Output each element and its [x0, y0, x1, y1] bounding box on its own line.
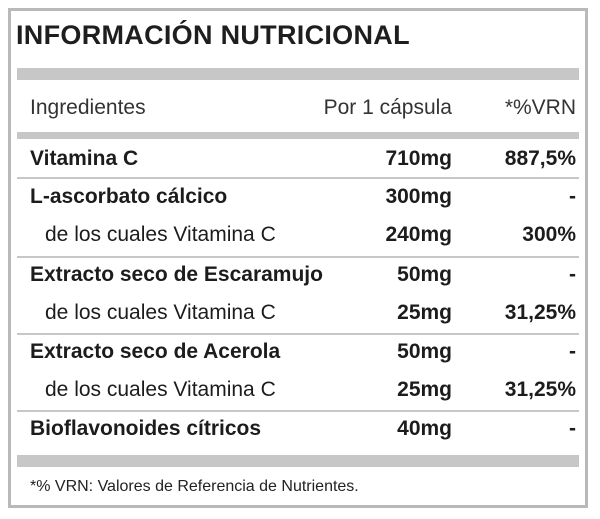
- row-vrn: -: [569, 263, 576, 286]
- header-per-capsule: Por 1 cápsula: [323, 96, 452, 119]
- row-divider: [17, 177, 579, 179]
- row-divider: [17, 410, 579, 412]
- row-name: de los cuales Vitamina C: [45, 301, 276, 324]
- row-name: de los cuales Vitamina C: [45, 223, 276, 246]
- row-divider: [17, 333, 579, 335]
- row-vrn: 300%: [522, 223, 576, 246]
- row-vrn: -: [569, 185, 576, 208]
- row-vrn: 31,25%: [504, 378, 576, 401]
- row-amount: 240mg: [385, 223, 452, 246]
- row-amount: 25mg: [397, 378, 452, 401]
- header-divider: [17, 132, 579, 139]
- row-name: Vitamina C: [30, 147, 139, 170]
- row-name: Bioflavonoides cítricos: [30, 417, 262, 440]
- row-amount: 50mg: [397, 263, 452, 286]
- row-vrn: -: [569, 340, 576, 363]
- row-name: Extracto seco de Acerola: [30, 340, 281, 363]
- row-divider: [17, 256, 579, 258]
- row-amount: 710mg: [385, 147, 452, 170]
- row-name: de los cuales Vitamina C: [45, 378, 276, 401]
- nutrition-facts-panel: [8, 8, 588, 508]
- footer-divider: [17, 455, 579, 467]
- row-amount: 40mg: [397, 417, 452, 440]
- header-vrn: *%VRN: [504, 96, 576, 119]
- row-vrn: 31,25%: [504, 301, 576, 324]
- nutrition-title: INFORMACIÓN NUTRICIONAL: [16, 20, 410, 50]
- row-amount: 300mg: [385, 185, 452, 208]
- row-amount: 50mg: [397, 340, 452, 363]
- title-divider: [17, 68, 579, 80]
- row-name: L-ascorbato cálcico: [30, 185, 228, 208]
- row-amount: 25mg: [397, 301, 452, 324]
- row-name: Extracto seco de Escaramujo: [30, 263, 323, 286]
- header-ingredients: Ingredientes: [30, 96, 146, 119]
- footnote: *% VRN: Valores de Referencia de Nutrien…: [30, 478, 359, 495]
- row-vrn: -: [569, 417, 576, 440]
- row-vrn: 887,5%: [504, 147, 576, 170]
